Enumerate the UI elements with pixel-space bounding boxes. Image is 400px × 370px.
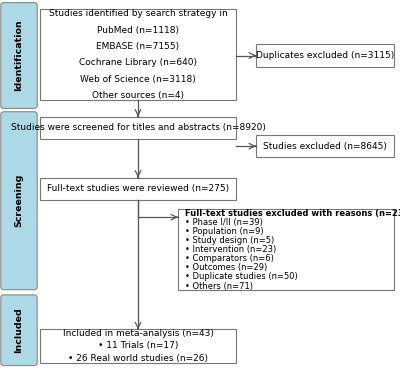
Text: Studies were screened for titles and abstracts (n=8920): Studies were screened for titles and abs… [10,123,266,132]
FancyBboxPatch shape [40,329,236,363]
Text: Included: Included [14,307,24,353]
Text: Other sources (n=4): Other sources (n=4) [92,91,184,100]
FancyBboxPatch shape [256,135,394,157]
Text: Web of Science (n=3118): Web of Science (n=3118) [80,75,196,84]
Text: Studies identified by search strategy in: Studies identified by search strategy in [49,9,227,18]
FancyBboxPatch shape [40,117,236,139]
Text: Duplicates excluded (n=3115): Duplicates excluded (n=3115) [256,51,394,60]
Text: Full-text studies were reviewed (n=275): Full-text studies were reviewed (n=275) [47,184,229,193]
FancyBboxPatch shape [1,295,37,366]
Text: • Duplicate studies (n=50): • Duplicate studies (n=50) [185,272,298,282]
FancyBboxPatch shape [256,44,394,67]
Text: • Comparators (n=6): • Comparators (n=6) [185,254,274,263]
Text: • Others (n=71): • Others (n=71) [185,282,253,290]
FancyBboxPatch shape [40,178,236,200]
Text: • Study design (n=5): • Study design (n=5) [185,236,274,245]
Text: • 26 Real world studies (n=26): • 26 Real world studies (n=26) [68,354,208,363]
Text: • Outcomes (n=29): • Outcomes (n=29) [185,263,268,272]
FancyBboxPatch shape [40,9,236,100]
Text: • Population (n=9): • Population (n=9) [185,227,264,236]
FancyBboxPatch shape [1,112,37,290]
Text: • Phase I/II (n=39): • Phase I/II (n=39) [185,218,263,227]
Text: Studies excluded (n=8645): Studies excluded (n=8645) [263,142,387,151]
Text: Full-text studies excluded with reasons (n=232): Full-text studies excluded with reasons … [185,209,400,218]
Text: Included in meta-analysis (n=43): Included in meta-analysis (n=43) [62,329,214,338]
FancyBboxPatch shape [1,3,37,108]
Text: • 11 Trials (n=17): • 11 Trials (n=17) [98,342,178,350]
Text: EMBASE (n=7155): EMBASE (n=7155) [96,42,180,51]
Text: Screening: Screening [14,174,24,228]
Text: Cochrane Library (n=640): Cochrane Library (n=640) [79,58,197,67]
Text: PubMed (n=1118): PubMed (n=1118) [97,26,179,34]
FancyBboxPatch shape [178,209,394,290]
Text: • Intervention (n=23): • Intervention (n=23) [185,245,276,254]
Text: Identification: Identification [14,20,24,91]
